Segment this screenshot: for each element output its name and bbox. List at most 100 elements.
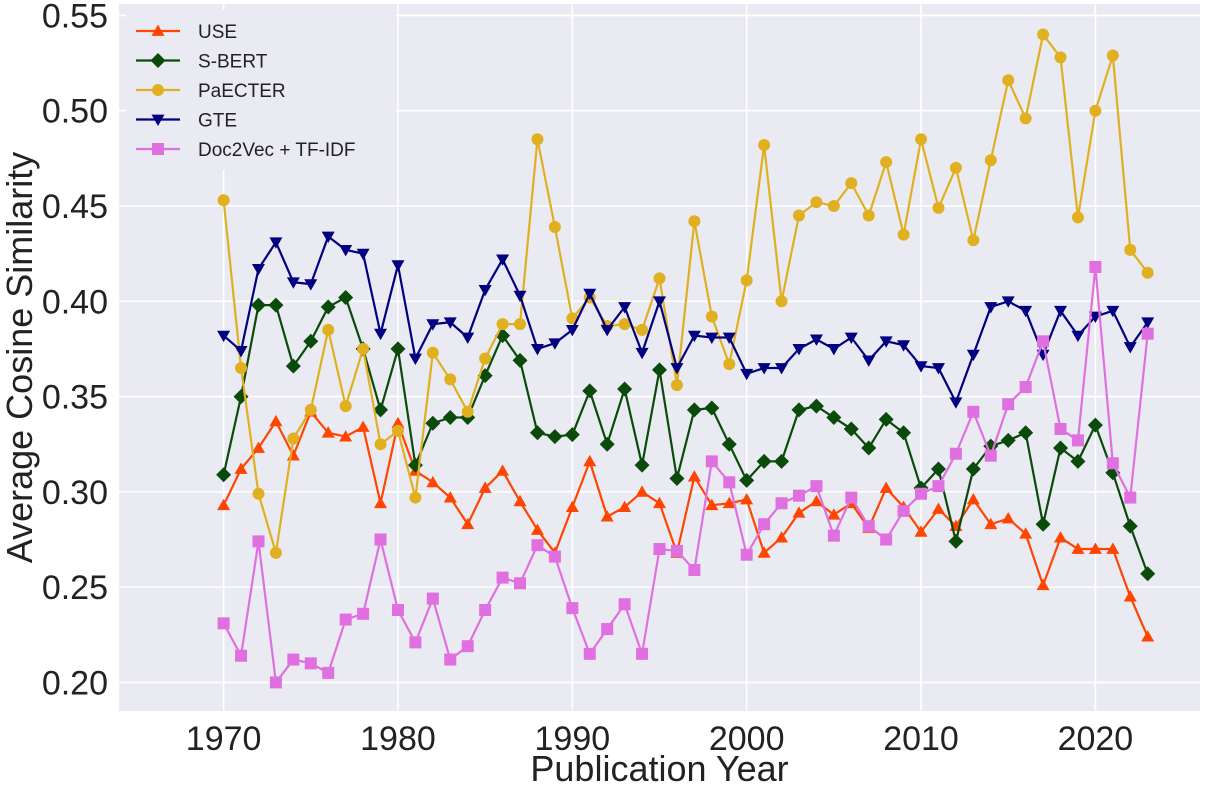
data-point — [1054, 422, 1067, 435]
data-point — [896, 425, 912, 441]
data-point — [461, 405, 474, 418]
data-point — [409, 636, 422, 649]
data-point — [810, 480, 823, 493]
data-point — [391, 604, 404, 616]
data-point — [1106, 49, 1119, 62]
data-point — [1088, 542, 1102, 554]
data-point — [984, 449, 997, 462]
data-point — [740, 368, 754, 381]
data-point — [566, 602, 579, 615]
data-point — [1019, 381, 1032, 394]
data-point — [775, 295, 788, 308]
data-point — [1106, 305, 1120, 318]
data-point — [635, 485, 649, 497]
y-tick-label: 0.35 — [42, 379, 108, 417]
data-point — [930, 461, 946, 477]
data-point — [1141, 630, 1155, 642]
data-point — [775, 363, 789, 375]
data-point — [792, 209, 805, 222]
data-point — [321, 426, 335, 438]
data-point — [739, 472, 755, 488]
data-point — [374, 328, 388, 341]
data-point — [1106, 542, 1120, 554]
data-point — [338, 289, 354, 305]
data-point — [320, 299, 336, 315]
legend-marker — [151, 24, 165, 36]
data-point — [496, 318, 509, 331]
data-point — [374, 496, 388, 509]
data-point — [235, 649, 248, 662]
data-point — [897, 504, 910, 517]
data-point — [409, 491, 422, 504]
data-point — [915, 133, 928, 146]
data-point — [792, 489, 805, 502]
data-point — [1037, 335, 1050, 348]
data-point — [670, 544, 683, 557]
data-point — [304, 403, 317, 416]
data-point — [1000, 432, 1016, 448]
series-line — [222, 265, 1149, 684]
data-point — [757, 363, 771, 375]
data-point — [686, 402, 702, 418]
data-point — [303, 333, 319, 349]
data-point — [547, 429, 563, 445]
data-point — [217, 194, 230, 207]
data-point — [722, 496, 736, 509]
legend-label: GTE — [198, 111, 237, 132]
legend-label: S-BERT — [198, 52, 268, 73]
data-point — [1019, 112, 1032, 125]
data-point — [967, 405, 980, 418]
data-point — [1071, 211, 1084, 224]
data-point — [843, 421, 859, 437]
data-point — [1037, 28, 1050, 41]
data-point — [653, 272, 666, 285]
legend-item: USE — [136, 22, 237, 43]
data-point — [1123, 590, 1137, 602]
data-point — [775, 531, 789, 543]
data-point — [304, 657, 317, 670]
data-point — [774, 453, 790, 469]
data-point — [808, 398, 824, 414]
data-point — [931, 363, 945, 375]
data-point — [791, 402, 807, 418]
data-point — [234, 345, 248, 358]
data-point — [564, 427, 580, 443]
data-point — [251, 264, 265, 276]
data-point — [845, 177, 858, 190]
data-point — [966, 349, 980, 362]
data-point — [217, 498, 231, 511]
data-point — [304, 279, 318, 291]
data-point — [653, 296, 666, 308]
data-point — [374, 533, 387, 546]
data-point — [1141, 317, 1155, 329]
data-point — [722, 332, 736, 344]
data-point — [600, 324, 614, 337]
legend-marker — [152, 84, 164, 96]
data-point — [426, 592, 439, 605]
series-paecter — [217, 28, 1154, 559]
data-point — [618, 318, 631, 331]
data-point — [583, 454, 597, 467]
data-point — [723, 476, 736, 489]
data-point — [285, 358, 301, 374]
x-axis-title: Publication Year — [530, 748, 788, 787]
data-point — [687, 470, 701, 482]
data-point — [634, 457, 650, 473]
data-point — [599, 436, 615, 452]
data-point — [582, 383, 598, 399]
data-point — [827, 508, 841, 520]
data-point — [687, 330, 701, 343]
data-point — [1036, 578, 1050, 591]
data-point — [653, 543, 666, 556]
data-point — [478, 284, 492, 297]
data-point — [426, 346, 439, 359]
data-point — [653, 496, 666, 509]
data-point — [758, 139, 771, 152]
data-point — [1141, 327, 1154, 340]
data-point — [357, 607, 370, 620]
data-point — [444, 373, 457, 386]
legend-label: USE — [198, 22, 237, 43]
data-point — [949, 161, 962, 174]
data-point — [1071, 434, 1084, 447]
data-point — [479, 604, 492, 616]
